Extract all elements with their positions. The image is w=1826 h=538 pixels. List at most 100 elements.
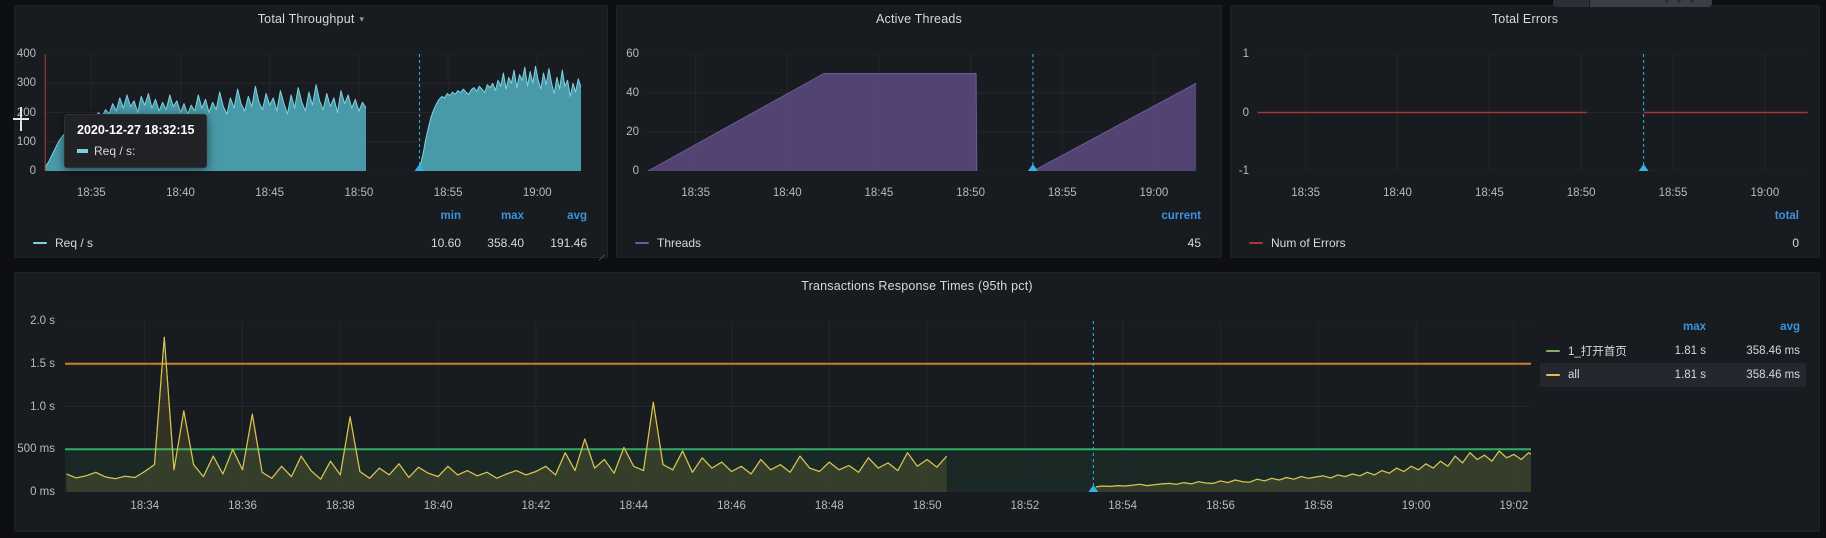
toolbar-segment[interactable] [1553,0,1590,7]
stat-header-total[interactable]: total [1774,210,1799,222]
panel-title-text: Transactions Response Times (95th pct) [801,279,1033,293]
chevron-down-icon[interactable]: v [1689,0,1695,5]
series-color-swatch [77,149,88,153]
x-tick-label: 18:40 [1383,187,1412,199]
chevron-down-icon[interactable]: v [1664,0,1670,5]
y-tick-label: 400 [16,48,36,60]
panel-resize-handle[interactable] [597,247,605,255]
legend-stats-header: current [1138,210,1201,222]
x-tick-label: 18:54 [1108,500,1138,512]
y-tick-label: -1 [1238,165,1249,177]
panel-total-errors: Total Errors -1 0 1 18:35 18:40 18:45 18:50 18… [1230,5,1820,258]
legend-stats-header: total [1736,210,1799,222]
panel-title[interactable]: Active Threads [617,12,1221,26]
x-tick-label: 18:50 [956,187,985,199]
x-axis-labels: 18:35 18:40 18:45 18:50 18:55 19:00 [647,187,1197,203]
stat-header-avg[interactable]: avg [1780,321,1800,333]
x-tick-label: 18:50 [344,187,374,199]
y-tick-label: 300 [16,77,36,90]
y-tick-label: 0 [1242,106,1249,119]
chart-tooltip: 2020-12-27 18:32:15 Req / s: [64,114,208,168]
y-axis-labels: 0 100 200 300 400 [15,48,40,177]
legend-row: Threads 45 [635,236,1201,250]
y-tick-label: 60 [626,48,639,60]
y-tick-label: 0 [632,165,639,177]
stat-header-max[interactable]: max [500,210,524,222]
stat-min-value: 10.60 [430,236,461,250]
stat-header-min[interactable]: min [440,210,461,222]
series-color-dash [635,242,649,244]
panel-response-times: Transactions Response Times (95th pct) 0… [14,272,1820,532]
x-tick-label: 18:45 [864,187,894,199]
threads-chart[interactable] [647,54,1197,171]
stat-avg-value: 191.46 [550,236,587,250]
series-color-dash [33,242,47,244]
y-tick-label: 0 ms [30,486,55,498]
errors-chart[interactable] [1257,54,1808,171]
panel-title-text: Total Errors [1491,12,1559,26]
stat-header-current[interactable]: current [1161,210,1201,222]
panel-title-text: Total Throughput [257,12,355,26]
stat-total-value: 0 [1792,236,1799,250]
x-axis-labels: 18:34 18:36 18:38 18:40 18:42 18:44 18:46 18:48… [65,500,1531,516]
legend-table: max avg 1_打开首页 1.81 s 358.46 ms all 1.81… [1540,315,1806,387]
stat-avg-value: 358.46 ms [1746,345,1800,357]
panel-title[interactable]: Transactions Response Times (95th pct) [15,279,1819,293]
tooltip-timestamp: 2020-12-27 18:32:15 [77,123,195,137]
x-tick-label: 18:58 [1303,500,1333,512]
x-tick-label: 19:00 [1401,500,1431,512]
y-tick-label: 40 [626,87,639,99]
response-times-chart[interactable] [65,321,1531,492]
panel-title[interactable]: Total Throughput ▾ [15,12,607,26]
y-tick-label: 20 [626,126,639,138]
toolbar-fragment: v v v [1553,0,1712,7]
stat-header-max[interactable]: max [1682,321,1706,333]
stat-header-avg[interactable]: avg [567,210,587,222]
series-color-dash [1249,242,1263,244]
x-tick-label: 18:36 [228,500,257,512]
series-name[interactable]: Req / s [55,236,94,250]
stat-max-value: 1.81 s [1674,345,1706,357]
x-tick-label: 18:55 [433,187,463,199]
x-tick-label: 18:35 [1291,187,1321,199]
x-tick-label: 19:00 [522,187,552,199]
x-tick-label: 18:40 [772,187,802,199]
y-tick-label: 500 ms [17,443,55,456]
x-tick-label: 18:44 [619,500,649,512]
x-tick-label: 18:48 [814,500,844,512]
series-name[interactable]: 1_打开首页 [1568,346,1627,358]
x-tick-label: 19:00 [1139,187,1169,199]
series-name[interactable]: Threads [657,236,702,250]
legend-stats-header: min max avg [398,210,587,222]
tooltip-series-label: Req / s: [94,144,136,158]
x-tick-label: 18:34 [130,500,160,512]
series-name[interactable]: Num of Errors [1271,236,1346,250]
y-axis-labels: 0 ms 500 ms 1.0 s 1.5 s 2.0 s [15,315,59,498]
series-color-dash [1546,350,1560,352]
x-tick-label: 18:42 [521,500,551,512]
x-tick-label: 18:55 [1658,187,1688,199]
legend-row: 1_打开首页 1.81 s 358.46 ms [1540,339,1806,363]
x-tick-label: 19:02 [1499,500,1529,512]
panel-title[interactable]: Total Errors [1231,12,1819,26]
stat-avg-value: 358.46 ms [1746,369,1800,381]
chevron-down-icon[interactable]: v [1677,0,1682,5]
x-tick-label: 18:45 [1474,187,1504,199]
y-tick-label: 2.0 s [30,315,55,327]
stat-max-value: 358.40 [487,236,524,250]
y-tick-label: 200 [16,106,36,119]
y-tick-label: 0 [29,165,36,177]
legend-row: all 1.81 s 358.46 ms [1540,363,1806,387]
y-axis-labels: 0 20 40 60 [617,48,643,177]
x-axis-labels: 18:35 18:40 18:45 18:50 18:55 19:00 [44,187,581,203]
x-tick-label: 18:56 [1206,500,1235,512]
y-axis-labels: -1 0 1 [1231,48,1253,177]
legend-header-row: max avg [1540,315,1806,339]
x-tick-label: 18:46 [717,500,746,512]
series-name[interactable]: all [1568,369,1580,381]
panel-active-threads: Active Threads 0 20 40 60 18:35 18:40 18:45 18… [616,5,1222,258]
y-tick-label: 1 [1242,48,1249,60]
x-tick-label: 18:35 [681,187,710,199]
x-tick-label: 18:50 [912,500,942,512]
